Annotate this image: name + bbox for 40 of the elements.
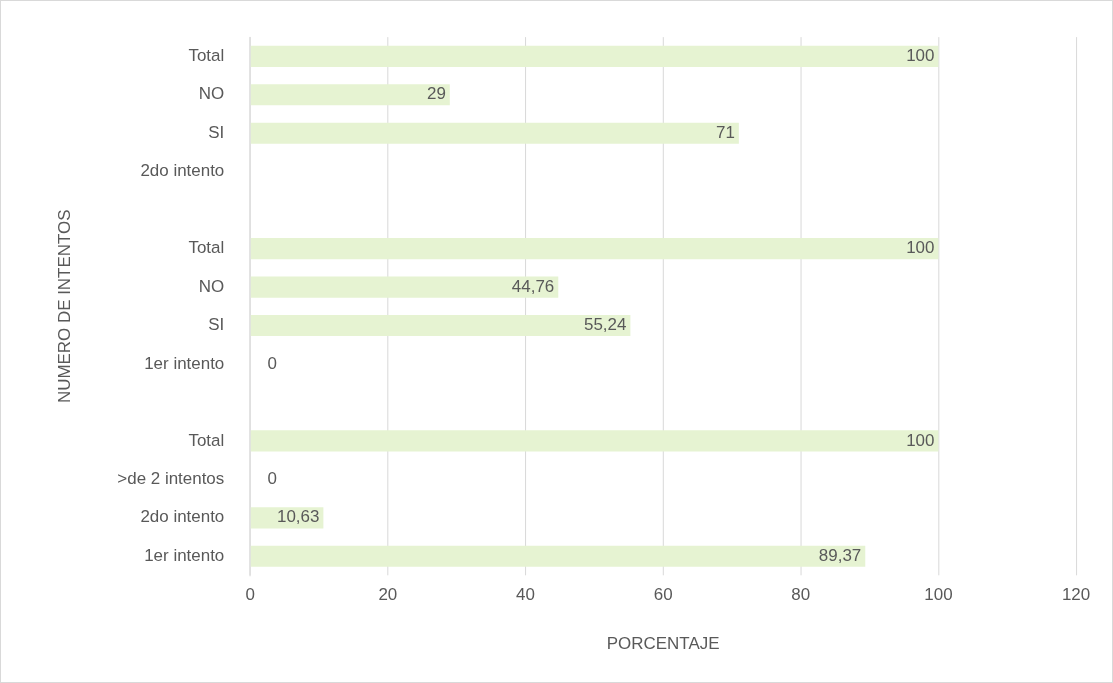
y-tick-label: 2do intento xyxy=(140,507,225,527)
bar xyxy=(250,84,450,106)
x-tick-label: 20 xyxy=(378,585,398,605)
y-tick-label: Total xyxy=(188,238,225,258)
data-label: 0 xyxy=(267,353,277,373)
bar xyxy=(250,122,739,144)
y-tick-label: NO xyxy=(198,276,225,296)
y-tick-label: NO xyxy=(198,84,225,104)
x-axis-title: PORCENTAJE xyxy=(606,633,720,653)
y-tick-label: Total xyxy=(188,46,225,65)
x-tick-label: 60 xyxy=(653,585,673,605)
y-axis-title: NUMERO DE INTENTOS xyxy=(54,209,74,404)
x-tick-label: 80 xyxy=(791,585,811,605)
bar xyxy=(250,545,866,567)
data-label: 0 xyxy=(267,469,277,489)
bar xyxy=(250,238,939,260)
y-tick-label: 1er intento xyxy=(144,545,225,565)
data-label: 100 xyxy=(906,46,935,65)
x-tick-label: 0 xyxy=(245,585,255,605)
data-label: 10,63 xyxy=(276,507,320,527)
data-label: 71 xyxy=(716,122,735,142)
y-tick-label: SI xyxy=(208,122,225,142)
data-label: 100 xyxy=(906,430,935,450)
y-tick-label: 2do intento xyxy=(140,161,225,181)
x-tick-label: 120 xyxy=(1061,585,1091,605)
bar xyxy=(250,314,631,337)
data-label: 29 xyxy=(426,84,446,104)
bar xyxy=(250,276,559,298)
y-tick-label: >de 2 intentos xyxy=(117,469,225,489)
y-tick-label: 1er intento xyxy=(144,353,225,373)
x-tick-label: 40 xyxy=(516,585,535,605)
data-label: 100 xyxy=(906,238,935,258)
y-tick-label: Total xyxy=(188,430,225,450)
bar xyxy=(250,430,939,452)
bar xyxy=(250,45,939,67)
data-label: 89,37 xyxy=(818,545,862,565)
y-tick-label: SI xyxy=(208,315,225,335)
data-label: 55,24 xyxy=(583,315,627,335)
x-tick-label: 100 xyxy=(924,585,953,605)
data-label: 44,76 xyxy=(511,276,555,296)
